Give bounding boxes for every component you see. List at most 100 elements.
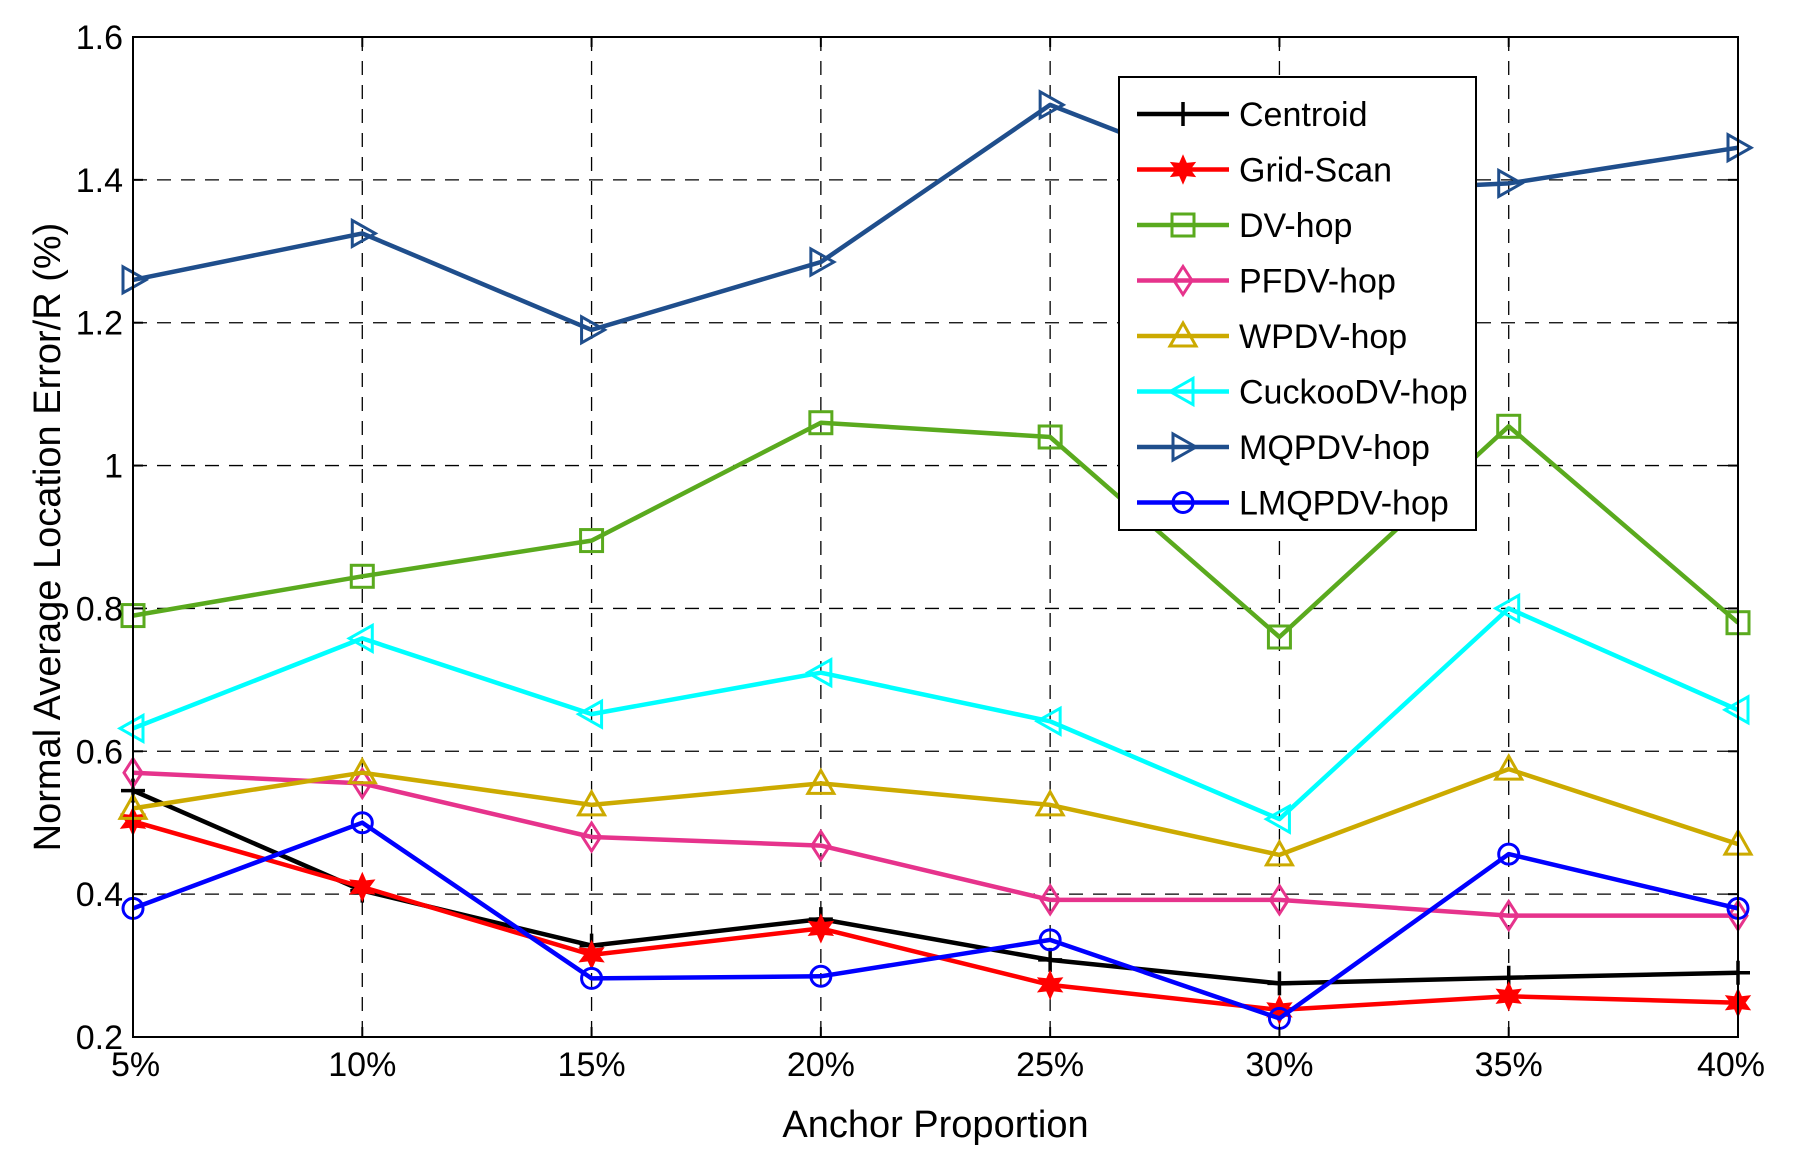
data-point-cuckoodv-hop [1263, 803, 1291, 835]
data-point-lmqpdv-hop [1038, 928, 1062, 952]
y-axis-title: Normal Average Location Error/R (%) [27, 223, 69, 852]
y-tick-label: 1 [104, 448, 123, 486]
y-tick-label: 0.6 [76, 733, 123, 771]
legend-swatch-marker [1171, 431, 1200, 463]
data-point-dv-hop [808, 410, 834, 436]
data-point-cuckoodv-hop [575, 698, 604, 730]
legend-item-centroid: Centroid [1137, 96, 1368, 134]
legend-swatch-marker [1166, 375, 1195, 408]
data-point-dv-hop [1037, 424, 1063, 450]
series-line-cuckoodv-hop [132, 606, 1739, 822]
series-line-mqpdv-hop [132, 102, 1739, 333]
data-point-mqpdv-hop [1038, 89, 1067, 121]
legend-item-grid-scan: Grid-Scan [1137, 152, 1392, 190]
data-point-pfdv-hop [810, 828, 832, 863]
x-tick-label: 15% [558, 1046, 626, 1084]
series-cuckoodv-hop [116, 592, 1750, 835]
data-point-wpdv-hop [1493, 753, 1525, 781]
legend-label: WPDV-hop [1239, 318, 1407, 356]
data-point-centroid [1038, 947, 1063, 972]
legend-swatch-marker [1169, 154, 1197, 185]
legend-swatch-marker [1170, 212, 1196, 238]
data-point-grid-scan [807, 913, 835, 944]
x-tick-label: 40% [1697, 1046, 1765, 1084]
data-point-grid-scan [349, 871, 376, 903]
legend-item-mqpdv-hop: MQPDV-hop [1137, 429, 1430, 467]
data-point-dv-hop [1266, 624, 1292, 650]
series-wpdv-hop [117, 753, 1754, 867]
legend-item-pfdv-hop: PFDV-hop [1137, 263, 1396, 301]
x-axis-title: Anchor Proportion [782, 1104, 1088, 1146]
y-tick-label: 0.2 [76, 1019, 123, 1057]
y-tick-label: 1.4 [76, 162, 123, 200]
plot-area-frame [132, 36, 1739, 1038]
tick-layer: 5% 10% 15% 20% 25% 30% 35% 40% 0.2 0.4 0.6 0.8 1 1.2 1… [76, 19, 1765, 1084]
x-tick-label: 5% [111, 1046, 160, 1084]
data-point-cuckoodv-hop [116, 712, 145, 744]
data-point-mqpdv-hop [1497, 167, 1525, 199]
series-line-wpdv-hop [132, 766, 1739, 858]
legend: Centroid Grid-Scan DV-hop PFDV-hop WPDV-hop C… [1118, 76, 1477, 531]
data-point-cuckoodv-hop [1721, 694, 1750, 726]
legend-label: DV-hop [1239, 207, 1352, 245]
y-tick-label: 0.4 [76, 876, 123, 914]
data-point-pfdv-hop [351, 766, 374, 801]
data-point-cuckoodv-hop [1034, 705, 1062, 737]
y-tick-label: 1.6 [76, 19, 123, 57]
data-point-wpdv-hop [1034, 788, 1066, 817]
legend-label: LMQPDV-hop [1239, 485, 1449, 523]
data-point-pfdv-hop [1497, 898, 1520, 933]
data-point-grid-scan [1036, 969, 1064, 1001]
data-point-wpdv-hop [576, 788, 608, 817]
x-tick-label: 30% [1245, 1046, 1313, 1084]
data-point-cuckoodv-hop [804, 657, 833, 689]
data-point-dv-hop [1496, 413, 1522, 439]
data-point-dv-hop [349, 563, 375, 589]
series-layer [116, 89, 1755, 1030]
data-point-wpdv-hop [805, 767, 837, 795]
data-point-cuckoodv-hop [1492, 592, 1521, 624]
legend-item-lmqpdv-hop: LMQPDV-hop [1137, 485, 1449, 523]
legend-label: Centroid [1239, 96, 1368, 134]
gridlines [133, 37, 1738, 1037]
series-mqpdv-hop [121, 89, 1755, 346]
data-point-mqpdv-hop [1726, 132, 1755, 164]
legend-item-dv-hop: DV-hop [1137, 207, 1352, 245]
data-point-lmqpdv-hop [809, 964, 833, 988]
x-tick-label: 10% [328, 1046, 396, 1084]
data-point-pfdv-hop [580, 820, 603, 854]
y-tick-label: 0.8 [76, 590, 123, 628]
legend-label: Grid-Scan [1239, 152, 1392, 190]
data-point-dv-hop [579, 528, 605, 554]
legend-label: PFDV-hop [1239, 263, 1396, 301]
series-line-pfdv-hop [132, 770, 1738, 918]
data-point-cuckoodv-hop [346, 622, 374, 654]
data-point-mqpdv-hop [809, 246, 837, 278]
x-tick-label: 20% [787, 1046, 855, 1084]
data-point-mqpdv-hop [580, 314, 608, 346]
data-point-centroid [1267, 971, 1292, 996]
legend-swatch-marker [1171, 102, 1195, 126]
legend-label: MQPDV-hop [1239, 429, 1430, 467]
legend-swatch-marker [1171, 491, 1195, 514]
legend-label: CuckooDV-hop [1239, 374, 1468, 412]
legend-item-wpdv-hop: WPDV-hop [1137, 318, 1407, 356]
data-point-pfdv-hop [1268, 883, 1291, 917]
data-point-pfdv-hop [1039, 883, 1061, 917]
x-tick-label: 25% [1016, 1046, 1084, 1084]
legend-swatch-marker [1167, 319, 1199, 348]
series-line-dv-hop [132, 420, 1740, 640]
y-tick-label: 1.2 [76, 305, 123, 343]
data-point-mqpdv-hop [350, 217, 379, 249]
data-point-wpdv-hop [1263, 838, 1295, 867]
legend-item-cuckoodv-hop: CuckooDV-hop [1137, 374, 1468, 412]
data-point-wpdv-hop [346, 756, 378, 785]
data-point-mqpdv-hop [121, 264, 150, 296]
x-tick-label: 35% [1475, 1046, 1543, 1084]
series-line-lmqpdv-hop [132, 820, 1739, 1021]
data-point-lmqpdv-hop [580, 966, 604, 990]
legend-swatch-marker [1172, 263, 1194, 298]
data-point-lmqpdv-hop [1497, 842, 1521, 866]
legend-box [1118, 76, 1477, 531]
